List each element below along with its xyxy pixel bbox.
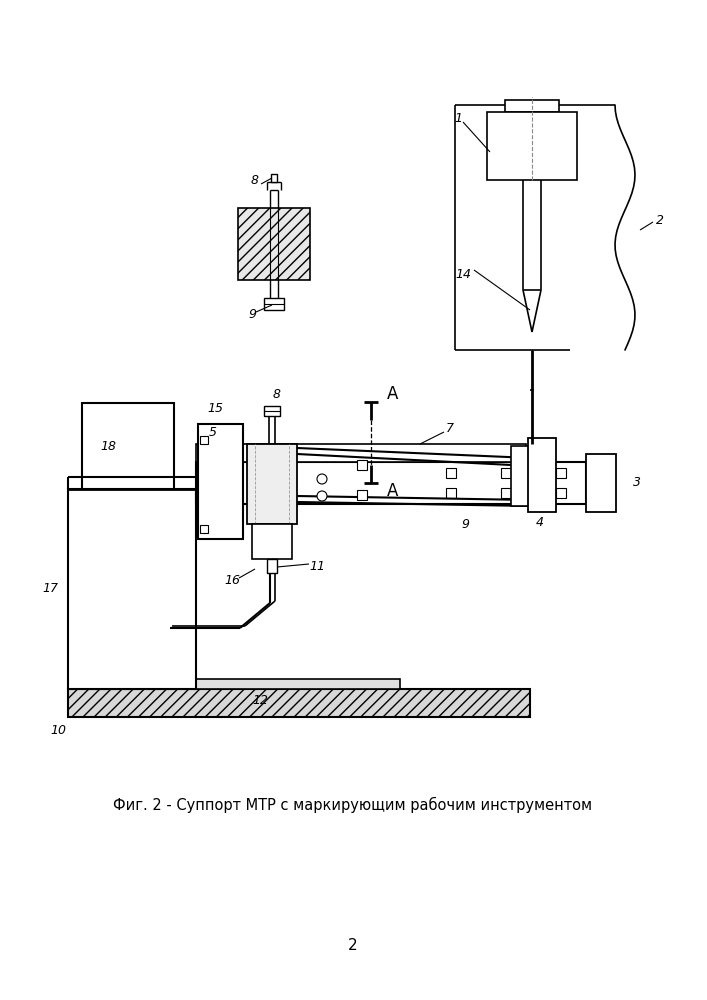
Bar <box>264 406 280 416</box>
Bar <box>501 468 511 478</box>
Bar <box>100 679 400 689</box>
Bar <box>198 424 243 539</box>
Text: A: A <box>387 482 399 500</box>
Bar <box>556 488 566 498</box>
Text: Фиг. 2 - Суппорт МТР с маркирующим рабочим инструментом: Фиг. 2 - Суппорт МТР с маркирующим рабоч… <box>113 797 592 813</box>
Circle shape <box>317 491 327 501</box>
Bar <box>252 524 292 559</box>
Text: 12: 12 <box>252 694 268 708</box>
Text: 8: 8 <box>273 387 281 400</box>
Text: 11: 11 <box>309 560 325 574</box>
Text: 9: 9 <box>461 518 469 530</box>
Bar <box>505 100 559 112</box>
Bar <box>511 446 533 506</box>
Bar <box>528 438 556 512</box>
Text: 9: 9 <box>248 308 256 322</box>
Text: 7: 7 <box>446 422 454 436</box>
Text: 14: 14 <box>455 268 471 282</box>
Bar <box>200 436 208 444</box>
Bar <box>267 559 277 573</box>
Bar <box>556 468 566 478</box>
Bar <box>200 525 208 533</box>
Circle shape <box>317 474 327 484</box>
Bar <box>271 174 277 182</box>
Text: 3: 3 <box>633 477 641 489</box>
Bar <box>487 112 577 180</box>
Text: 2: 2 <box>348 938 358 952</box>
Bar <box>264 298 284 310</box>
Bar <box>68 689 530 717</box>
Bar <box>196 462 586 504</box>
Bar <box>357 490 367 500</box>
Bar <box>357 460 367 470</box>
Text: A: A <box>387 385 399 403</box>
Text: 18: 18 <box>100 440 116 452</box>
Bar <box>238 208 310 280</box>
Text: 2: 2 <box>656 214 664 227</box>
Text: 17: 17 <box>42 582 58 595</box>
Text: 16: 16 <box>224 574 240 587</box>
Text: 5: 5 <box>209 426 216 438</box>
Bar <box>446 488 456 498</box>
Bar <box>247 444 297 524</box>
Text: 1: 1 <box>454 111 462 124</box>
Bar <box>501 488 511 498</box>
Text: 15: 15 <box>207 402 223 416</box>
Text: 4: 4 <box>536 516 544 528</box>
Bar <box>68 489 196 689</box>
Text: 8: 8 <box>251 174 259 186</box>
Text: 10: 10 <box>50 724 66 736</box>
Bar <box>446 468 456 478</box>
Bar <box>82 403 174 489</box>
Bar <box>586 454 616 512</box>
Bar <box>196 444 526 462</box>
